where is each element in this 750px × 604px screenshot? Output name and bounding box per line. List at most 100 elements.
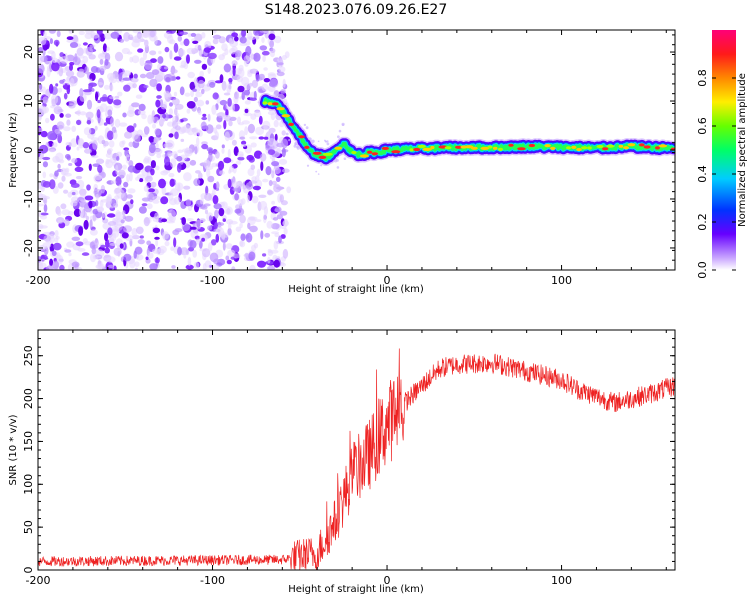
- spectrogram-noise-cell: [49, 38, 54, 45]
- spectrogram-noise-cell: [248, 251, 256, 261]
- spectrogram-noise-cell: [192, 249, 197, 258]
- spectrogram-noise-cell: [99, 58, 104, 65]
- spectrogram-noise-cell: [278, 235, 282, 244]
- spectrogram-noise-cell: [102, 140, 109, 147]
- spectrogram-noise-cell: [134, 261, 140, 268]
- spectrogram-noise-cell: [164, 66, 169, 70]
- spectrogram-noise-cell: [204, 260, 212, 268]
- spectrogram-noise-cell: [303, 123, 307, 127]
- snr-ytick-label: 200: [22, 388, 35, 409]
- spectrogram-ridge-hotspot: [655, 146, 660, 150]
- spectrogram-noise-cell: [79, 207, 85, 217]
- spectrogram-noise-cell: [137, 239, 145, 245]
- spectrogram-noise-cell: [42, 195, 48, 201]
- spectrogram-noise-cell: [40, 130, 48, 138]
- spectrogram-noise-cell: [54, 128, 61, 134]
- spectrogram-noise-cell: [131, 102, 140, 108]
- spectrogram-noise-cell: [251, 195, 259, 204]
- spectrogram-noise-cell: [197, 110, 202, 115]
- spectrogram-noise-cell: [273, 259, 281, 268]
- spectrogram-noise-cell: [201, 237, 206, 242]
- spectrogram-noise-cell: [247, 168, 255, 177]
- spectrogram-noise-cell: [89, 219, 93, 229]
- spectrogram-noise-cell: [213, 127, 218, 134]
- spectrogram-noise-cell: [211, 162, 219, 168]
- spectrogram-noise-cell: [139, 178, 144, 183]
- spectrogram-noise-cell: [220, 201, 228, 209]
- spectrogram-noise-cell: [267, 138, 276, 147]
- spectrogram-ytick-label: 10: [22, 94, 35, 108]
- spectrogram-noise-cell: [97, 99, 101, 104]
- spectrogram-noise-cell: [342, 124, 344, 126]
- spectrogram-ridge-hotspot: [417, 144, 426, 148]
- spectrogram-noise-cell: [168, 108, 174, 116]
- spectrogram-noise-cell: [201, 32, 206, 39]
- spectrogram-noise-cell: [146, 240, 152, 246]
- spectrogram-noise-cell: [263, 206, 268, 216]
- spectrogram-noise-cell: [245, 45, 252, 56]
- spectrogram-noise-cell: [64, 249, 72, 253]
- spectrogram-noise-cell: [82, 238, 88, 244]
- spectrogram-noise-cell: [170, 246, 175, 251]
- spectrogram-ridge-hotspot: [422, 147, 432, 151]
- spectrogram-noise-cell: [239, 240, 246, 248]
- spectrogram-noise-cell: [208, 215, 213, 222]
- spectrogram-noise-cell: [106, 130, 114, 141]
- spectrogram-noise-cell: [95, 264, 104, 270]
- spectrogram-noise-cell: [259, 30, 266, 33]
- spectrogram-ridge-hotspot: [272, 102, 279, 106]
- spectrogram-noise-cell: [128, 160, 134, 167]
- spectrogram-noise-cell: [68, 100, 78, 106]
- spectrogram-noise-cell: [204, 192, 213, 201]
- spectrogram-ytick-label: 20: [22, 45, 35, 59]
- spectrogram-noise-cell: [114, 118, 121, 128]
- spectrogram-noise-cell: [114, 95, 120, 99]
- spectrogram-noise-cell: [226, 219, 234, 225]
- spectrogram-noise-cell: [118, 169, 126, 179]
- spectrogram-noise-cell: [273, 240, 279, 250]
- spectrogram-noise-cell: [232, 193, 241, 201]
- spectrogram-noise-cell: [59, 113, 64, 118]
- spectrogram-noise-cell: [97, 206, 104, 213]
- spectrogram-ridge-hotspot: [430, 145, 435, 150]
- spectrogram-noise-cell: [275, 176, 281, 182]
- spectrogram-noise-cell: [231, 139, 237, 146]
- spectrogram-ridge-hotspot: [618, 144, 624, 148]
- colorbar-tick-label: 0.4: [696, 165, 709, 183]
- spectrogram-noise-cell: [286, 186, 292, 194]
- spectrogram-noise-cell: [46, 67, 51, 78]
- snr-ytick-label: 50: [22, 520, 35, 534]
- spectrogram-noise-cell: [324, 139, 326, 142]
- spectrogram-noise-cell: [116, 156, 120, 161]
- spectrogram-noise-cell: [207, 113, 211, 122]
- spectrogram-noise-cell: [77, 54, 85, 59]
- spectrogram-noise-cell: [139, 57, 145, 67]
- spectrogram-noise-cell: [113, 265, 117, 270]
- spectrogram-noise-cell: [265, 166, 272, 176]
- spectrogram-noise-cell: [124, 131, 133, 139]
- spectrogram-noise-cell: [267, 256, 271, 264]
- spectrogram-noise-cell: [141, 30, 150, 38]
- spectrogram-noise-cell: [158, 178, 166, 189]
- spectrogram-noise-cell: [79, 111, 87, 116]
- spectrogram-noise-cell: [99, 65, 107, 71]
- spectrogram-noise-cell: [107, 221, 117, 226]
- spectrogram-noise-cell: [218, 54, 225, 61]
- spectrogram-noise-cell: [68, 30, 73, 33]
- spectrogram-noise-cell: [108, 96, 116, 100]
- spectrogram-noise-cell: [143, 84, 149, 89]
- spectrogram-noise-cell: [226, 259, 232, 265]
- spectrogram-ytick-label: -20: [22, 239, 35, 257]
- spectrogram-noise-cell: [229, 47, 236, 55]
- spectrogram-noise-cell: [38, 203, 45, 207]
- spectrogram-noise-cell: [54, 230, 59, 238]
- spectrogram-noise-cell: [38, 105, 47, 116]
- spectrogram-noise-cell: [260, 153, 267, 162]
- spectrogram-noise-cell: [61, 175, 66, 182]
- spectrogram-noise-cell: [156, 95, 162, 99]
- spectrogram-xtick-label: 0: [384, 274, 391, 287]
- spectrogram-noise-cell: [68, 210, 74, 216]
- spectrogram-noise-cell: [219, 99, 228, 106]
- spectrogram-noise-cell: [141, 203, 148, 207]
- spectrogram-noise-cell: [210, 239, 217, 246]
